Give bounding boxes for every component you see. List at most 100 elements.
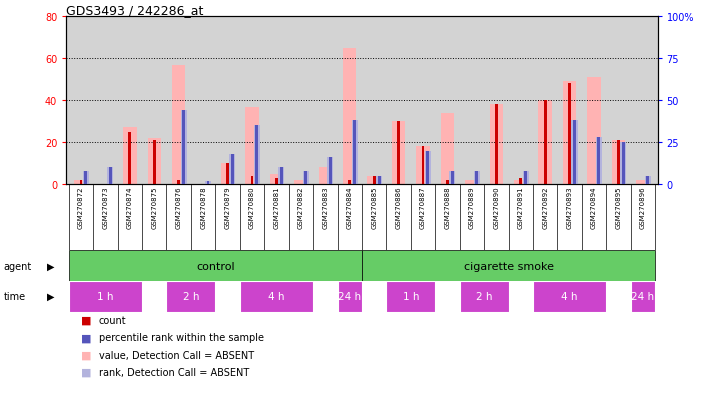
- Bar: [397, 122, 400, 185]
- Bar: [128, 132, 131, 185]
- Text: time: time: [4, 292, 26, 301]
- Bar: [533, 281, 606, 312]
- Bar: [74, 180, 88, 185]
- Bar: [422, 147, 425, 185]
- Text: ▶: ▶: [47, 261, 54, 271]
- Bar: [327, 158, 333, 185]
- Text: ■: ■: [81, 315, 92, 325]
- Bar: [177, 180, 180, 185]
- Bar: [425, 151, 431, 185]
- Text: 2 h: 2 h: [182, 292, 199, 301]
- Text: GDS3493 / 242286_at: GDS3493 / 242286_at: [66, 4, 204, 17]
- Bar: [231, 154, 234, 185]
- Bar: [495, 105, 497, 185]
- Bar: [83, 171, 89, 185]
- Bar: [631, 281, 655, 312]
- Bar: [148, 139, 161, 185]
- Text: 1 h: 1 h: [97, 292, 114, 301]
- Bar: [319, 168, 332, 185]
- Bar: [449, 171, 456, 185]
- Bar: [180, 111, 187, 185]
- Bar: [611, 141, 625, 185]
- Bar: [426, 151, 430, 185]
- Bar: [544, 101, 547, 185]
- Bar: [416, 147, 430, 185]
- Text: agent: agent: [4, 261, 32, 271]
- Bar: [373, 176, 376, 185]
- Bar: [206, 181, 210, 185]
- Bar: [446, 180, 449, 185]
- Text: 2 h: 2 h: [476, 292, 492, 301]
- Text: 4 h: 4 h: [562, 292, 578, 301]
- Bar: [254, 126, 260, 185]
- Text: 4 h: 4 h: [268, 292, 285, 301]
- Bar: [563, 82, 576, 185]
- Bar: [368, 176, 381, 185]
- Bar: [226, 164, 229, 185]
- Bar: [441, 114, 454, 185]
- Bar: [524, 171, 527, 185]
- Text: 1 h: 1 h: [402, 292, 419, 301]
- Bar: [68, 281, 142, 312]
- Bar: [539, 101, 552, 185]
- Bar: [245, 107, 259, 185]
- Bar: [280, 168, 283, 185]
- Text: cigarette smoke: cigarette smoke: [464, 261, 554, 271]
- Text: count: count: [99, 315, 126, 325]
- Text: rank, Detection Call = ABSENT: rank, Detection Call = ABSENT: [99, 367, 249, 377]
- Bar: [343, 49, 356, 185]
- Bar: [153, 141, 156, 185]
- Bar: [278, 168, 284, 185]
- Bar: [588, 78, 601, 185]
- Bar: [386, 281, 435, 312]
- Text: ■: ■: [81, 350, 92, 360]
- Bar: [205, 181, 211, 185]
- Bar: [620, 143, 627, 185]
- Bar: [294, 180, 308, 185]
- Bar: [572, 121, 578, 185]
- Bar: [240, 281, 313, 312]
- Bar: [275, 178, 278, 185]
- Text: control: control: [196, 261, 234, 271]
- Bar: [303, 171, 309, 185]
- Bar: [573, 121, 576, 185]
- Bar: [376, 176, 382, 185]
- Bar: [451, 171, 454, 185]
- Bar: [392, 122, 405, 185]
- Bar: [172, 65, 185, 185]
- Bar: [304, 171, 307, 185]
- Bar: [167, 281, 216, 312]
- Text: percentile rank within the sample: percentile rank within the sample: [99, 332, 264, 342]
- Text: value, Detection Call = ABSENT: value, Detection Call = ABSENT: [99, 350, 254, 360]
- Bar: [490, 105, 503, 185]
- Bar: [460, 281, 508, 312]
- Bar: [250, 176, 254, 185]
- Bar: [378, 176, 381, 185]
- Text: 24 h: 24 h: [338, 292, 361, 301]
- Bar: [270, 174, 283, 185]
- Text: ■: ■: [81, 332, 92, 342]
- Bar: [84, 171, 87, 185]
- Text: ▶: ▶: [47, 292, 54, 301]
- Bar: [348, 180, 351, 185]
- Bar: [329, 158, 332, 185]
- Bar: [568, 84, 571, 185]
- Bar: [79, 180, 82, 185]
- Bar: [221, 164, 234, 185]
- Bar: [362, 251, 655, 281]
- Bar: [255, 126, 258, 185]
- Bar: [636, 180, 650, 185]
- Bar: [514, 180, 528, 185]
- Bar: [617, 141, 620, 185]
- Bar: [622, 143, 625, 185]
- Bar: [596, 138, 602, 185]
- Bar: [474, 171, 479, 185]
- Bar: [123, 128, 136, 185]
- Bar: [519, 178, 522, 185]
- Bar: [523, 171, 528, 185]
- Bar: [646, 176, 649, 185]
- Bar: [229, 154, 236, 185]
- Bar: [598, 138, 601, 185]
- Text: ■: ■: [81, 367, 92, 377]
- Bar: [109, 168, 112, 185]
